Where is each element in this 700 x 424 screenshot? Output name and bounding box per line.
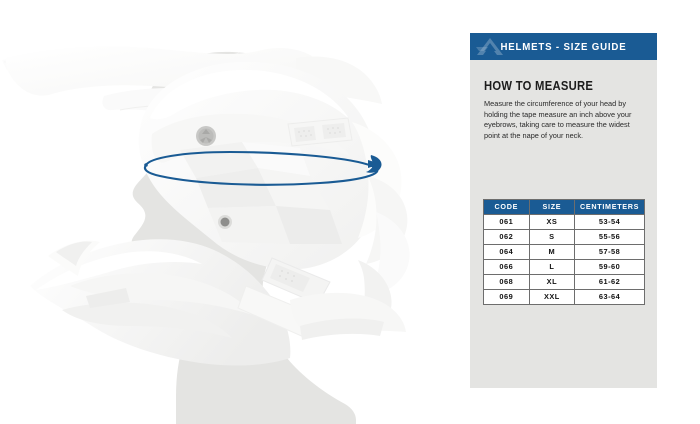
cell-centimeters: 59-60 [574, 259, 645, 275]
column-header-code: CODE [483, 199, 530, 215]
helmet-chin-bar [30, 239, 291, 366]
table-header-row: CODE SIZE CENTIMETERS [483, 199, 645, 215]
table-row: 064 M 57-58 [483, 244, 645, 260]
mesh-vent-top [287, 117, 353, 147]
cell-centimeters: 55-56 [574, 229, 645, 245]
table-row: 069 XXL 63-64 [483, 289, 645, 305]
cell-centimeters: 63-64 [574, 289, 645, 305]
cell-size: L [528, 259, 576, 275]
cell-centimeters: 53-54 [574, 214, 645, 230]
head-circumference-measure-tape [143, 150, 382, 186]
visor-pivot-screw-icon [196, 126, 216, 146]
cell-size: XL [528, 274, 576, 290]
helmet-neck-roll [290, 292, 406, 340]
cell-code: 061 [483, 214, 530, 230]
cell-centimeters: 61-62 [574, 274, 645, 290]
cell-code: 069 [483, 289, 530, 305]
column-header-size: SIZE [528, 199, 576, 215]
panel-header: HELMETS - SIZE GUIDE [470, 33, 657, 60]
panel-body: HOW TO MEASURE Measure the circumference… [470, 60, 657, 388]
size-guide-panel: HELMETS - SIZE GUIDE HOW TO MEASURE Meas… [470, 33, 657, 388]
table-row: 061 XS 53-54 [483, 214, 645, 230]
table-row: 068 XL 61-62 [483, 274, 645, 290]
arrow-logo-icon [476, 38, 503, 55]
how-to-measure-heading: HOW TO MEASURE [484, 79, 594, 93]
cell-code: 066 [483, 259, 530, 275]
helmet-ear-port [218, 215, 232, 229]
cell-size: S [528, 229, 576, 245]
cell-size: XXL [528, 289, 576, 305]
cell-code: 062 [483, 229, 530, 245]
column-header-centimeters: CENTIMETERS [574, 199, 645, 215]
table-row: 066 L 59-60 [483, 259, 645, 275]
cell-code: 064 [483, 244, 530, 260]
cell-centimeters: 57-58 [574, 244, 645, 260]
cell-code: 068 [483, 274, 530, 290]
how-to-measure-paragraph: Measure the circumference of your head b… [484, 99, 632, 140]
cell-size: M [528, 244, 576, 260]
panel-title: HELMETS - SIZE GUIDE [500, 40, 627, 53]
how-to-measure-text: Measure the circumference of your head b… [484, 99, 645, 141]
table-row: 062 S 55-56 [483, 229, 645, 245]
cell-size: XS [528, 214, 576, 230]
helmet-illustration [5, 46, 406, 424]
size-table: CODE SIZE CENTIMETERS 061 XS 53-54 062 S… [483, 199, 645, 305]
